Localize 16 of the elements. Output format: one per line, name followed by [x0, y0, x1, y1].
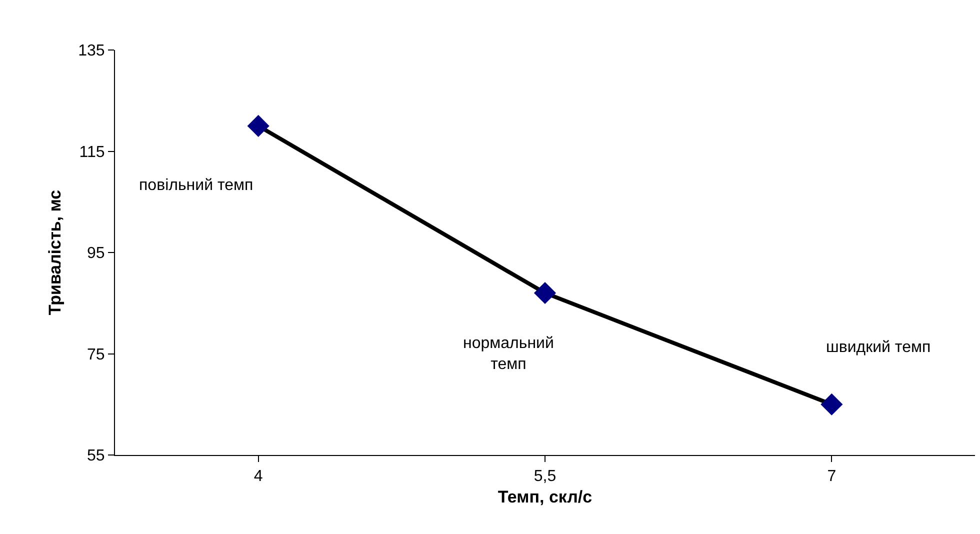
- y-tick-label: 75: [87, 346, 105, 364]
- point: [534, 282, 556, 304]
- annotation: швидкий темп: [826, 339, 931, 356]
- point: [247, 114, 270, 137]
- y-axis-title: Тривалість, мс: [46, 190, 65, 316]
- y-tick-label: 95: [87, 245, 105, 262]
- y-tick-label: 135: [78, 42, 105, 60]
- annotation: нормальний темп: [463, 335, 554, 373]
- x-tick-label: 7: [827, 468, 836, 486]
- x-tick-label: 4: [254, 468, 263, 486]
- y-tick-label: 115: [79, 144, 105, 161]
- point: [820, 393, 843, 416]
- x-tick-label: 5,5: [534, 468, 556, 486]
- y-tick-label: 55: [87, 448, 105, 465]
- x-axis-title: Темп, скл/с: [498, 488, 592, 507]
- annotation: повільний темп: [139, 177, 254, 194]
